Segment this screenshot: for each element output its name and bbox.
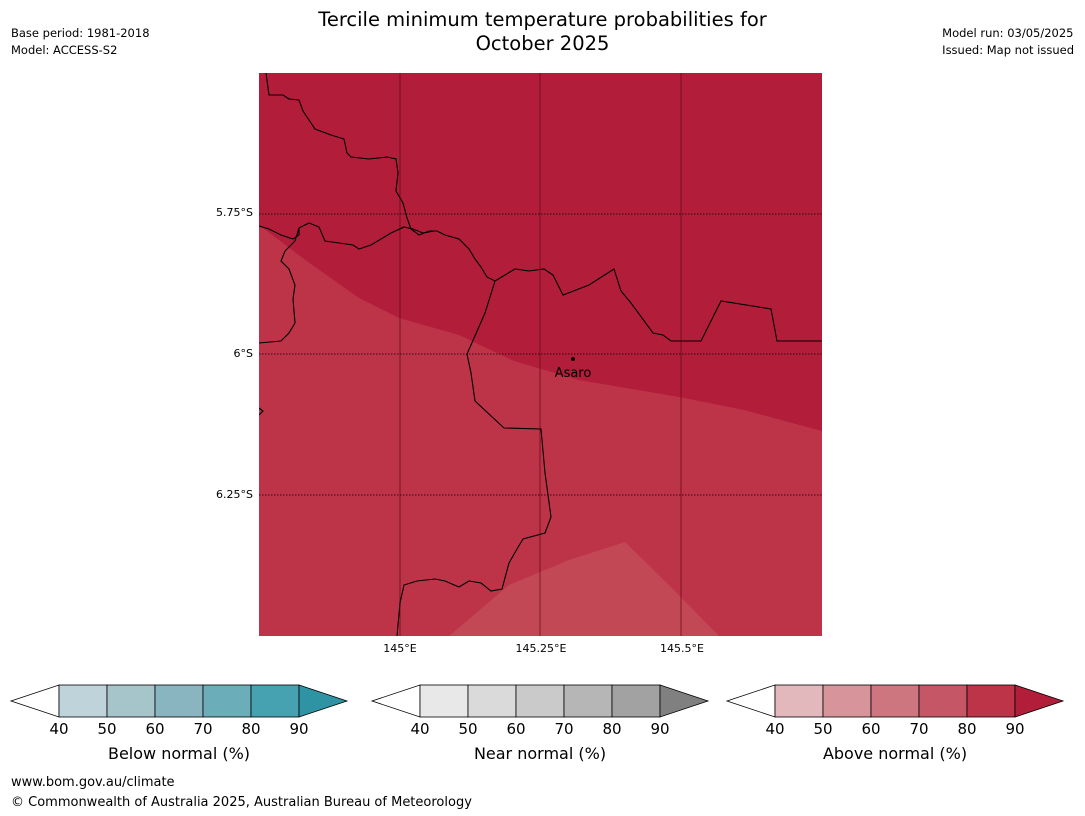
lon-tick-145: 145°E: [383, 642, 417, 655]
colorbar-below-segment: [154, 684, 204, 718]
colorbar-near-under: [370, 684, 421, 718]
colorbar-below-over: [298, 684, 349, 718]
colorbar-above-tick: 50: [813, 720, 833, 738]
base-period-label: Base period: 1981-2018: [11, 26, 150, 40]
colorbar-below-under: [9, 684, 60, 718]
colorbar-above-tick: 90: [1005, 720, 1025, 738]
colorbar-near-tick: 70: [554, 720, 574, 738]
colorbar-near-segment: [611, 684, 661, 718]
colorbar-above-label: Above normal (%): [822, 744, 968, 763]
colorbar-above-tick: 40: [765, 720, 785, 738]
colorbar-below-segment: [58, 684, 108, 718]
map-title-line2: October 2025: [475, 32, 610, 55]
asaro-label: Asaro: [555, 366, 592, 381]
colorbar-below-tick: 60: [145, 720, 165, 738]
colorbar-above-tick: 60: [861, 720, 881, 738]
province-borders: [259, 73, 822, 636]
colorbar-near-over: [659, 684, 710, 718]
model-run-label: Model run: 03/05/2025: [942, 26, 1074, 40]
issued-label: Issued: Map not issued: [942, 43, 1074, 57]
colorbar-above-over: [1014, 684, 1065, 718]
colorbar-below-tick: 40: [49, 720, 69, 738]
colorbar-below-tick: 80: [241, 720, 261, 738]
colorbar-below-tick: 70: [193, 720, 213, 738]
colorbar-above: [725, 684, 1065, 718]
colorbar-above-segment: [822, 684, 872, 718]
lat-tick-5-75: 5.75°S: [216, 206, 253, 219]
zone-above-60-70: [449, 542, 719, 636]
colorbar-below: [9, 684, 349, 718]
colorbar-near-tick: 40: [410, 720, 430, 738]
colorbar-near-segment: [419, 684, 469, 718]
colorbar-below-segment: [202, 684, 252, 718]
colorbar-near-segment: [467, 684, 517, 718]
lon-tick-145-25: 145.25°E: [515, 642, 567, 655]
colorbar-above-tick: 80: [957, 720, 977, 738]
colorbar-above-segment: [870, 684, 920, 718]
lat-tick-6: 6°S: [233, 347, 253, 360]
meta-right: Model run: 03/05/2025 Issued: Map not is…: [942, 25, 1074, 59]
colorbar-near-tick: 50: [458, 720, 478, 738]
colorbar-above-under: [725, 684, 776, 718]
meta-left: Base period: 1981-2018 Model: ACCESS-S2: [11, 25, 150, 59]
colorbar-below-segment: [250, 684, 300, 718]
footer-copyright: © Commonwealth of Australia 2025, Austra…: [11, 795, 472, 810]
colorbar-near: [370, 684, 710, 718]
asaro-marker: [571, 357, 575, 361]
colorbar-below-tick: 90: [289, 720, 309, 738]
colorbar-below-tick: 50: [97, 720, 117, 738]
colorbar-above-tick: 70: [909, 720, 929, 738]
model-label: Model: ACCESS-S2: [11, 43, 118, 57]
colorbar-near-segment: [515, 684, 565, 718]
colorbar-near-segment: [563, 684, 613, 718]
colorbar-near-tick: 80: [602, 720, 622, 738]
colorbar-near-tick: 90: [650, 720, 670, 738]
gridlines: [259, 73, 822, 636]
footer-url: www.bom.gov.au/climate: [11, 775, 175, 790]
colorbar-near-tick: 60: [506, 720, 526, 738]
footer: www.bom.gov.au/climate © Commonwealth of…: [11, 773, 472, 813]
lat-tick-6-25: 6.25°S: [216, 488, 253, 501]
map-title: Tercile minimum temperature probabilitie…: [0, 8, 1085, 56]
colorbar-above-segment: [918, 684, 968, 718]
map-title-line1: Tercile minimum temperature probabilitie…: [318, 8, 767, 31]
lon-tick-145-5: 145.5°E: [660, 642, 704, 655]
colorbar-below-segment: [106, 684, 156, 718]
colorbar-above-segment: [966, 684, 1016, 718]
colorbar-above-segment: [774, 684, 824, 718]
colorbar-below-label: Below normal (%): [107, 744, 251, 763]
map: Asaro: [259, 73, 822, 636]
colorbar-near-label: Near normal (%): [473, 744, 607, 763]
